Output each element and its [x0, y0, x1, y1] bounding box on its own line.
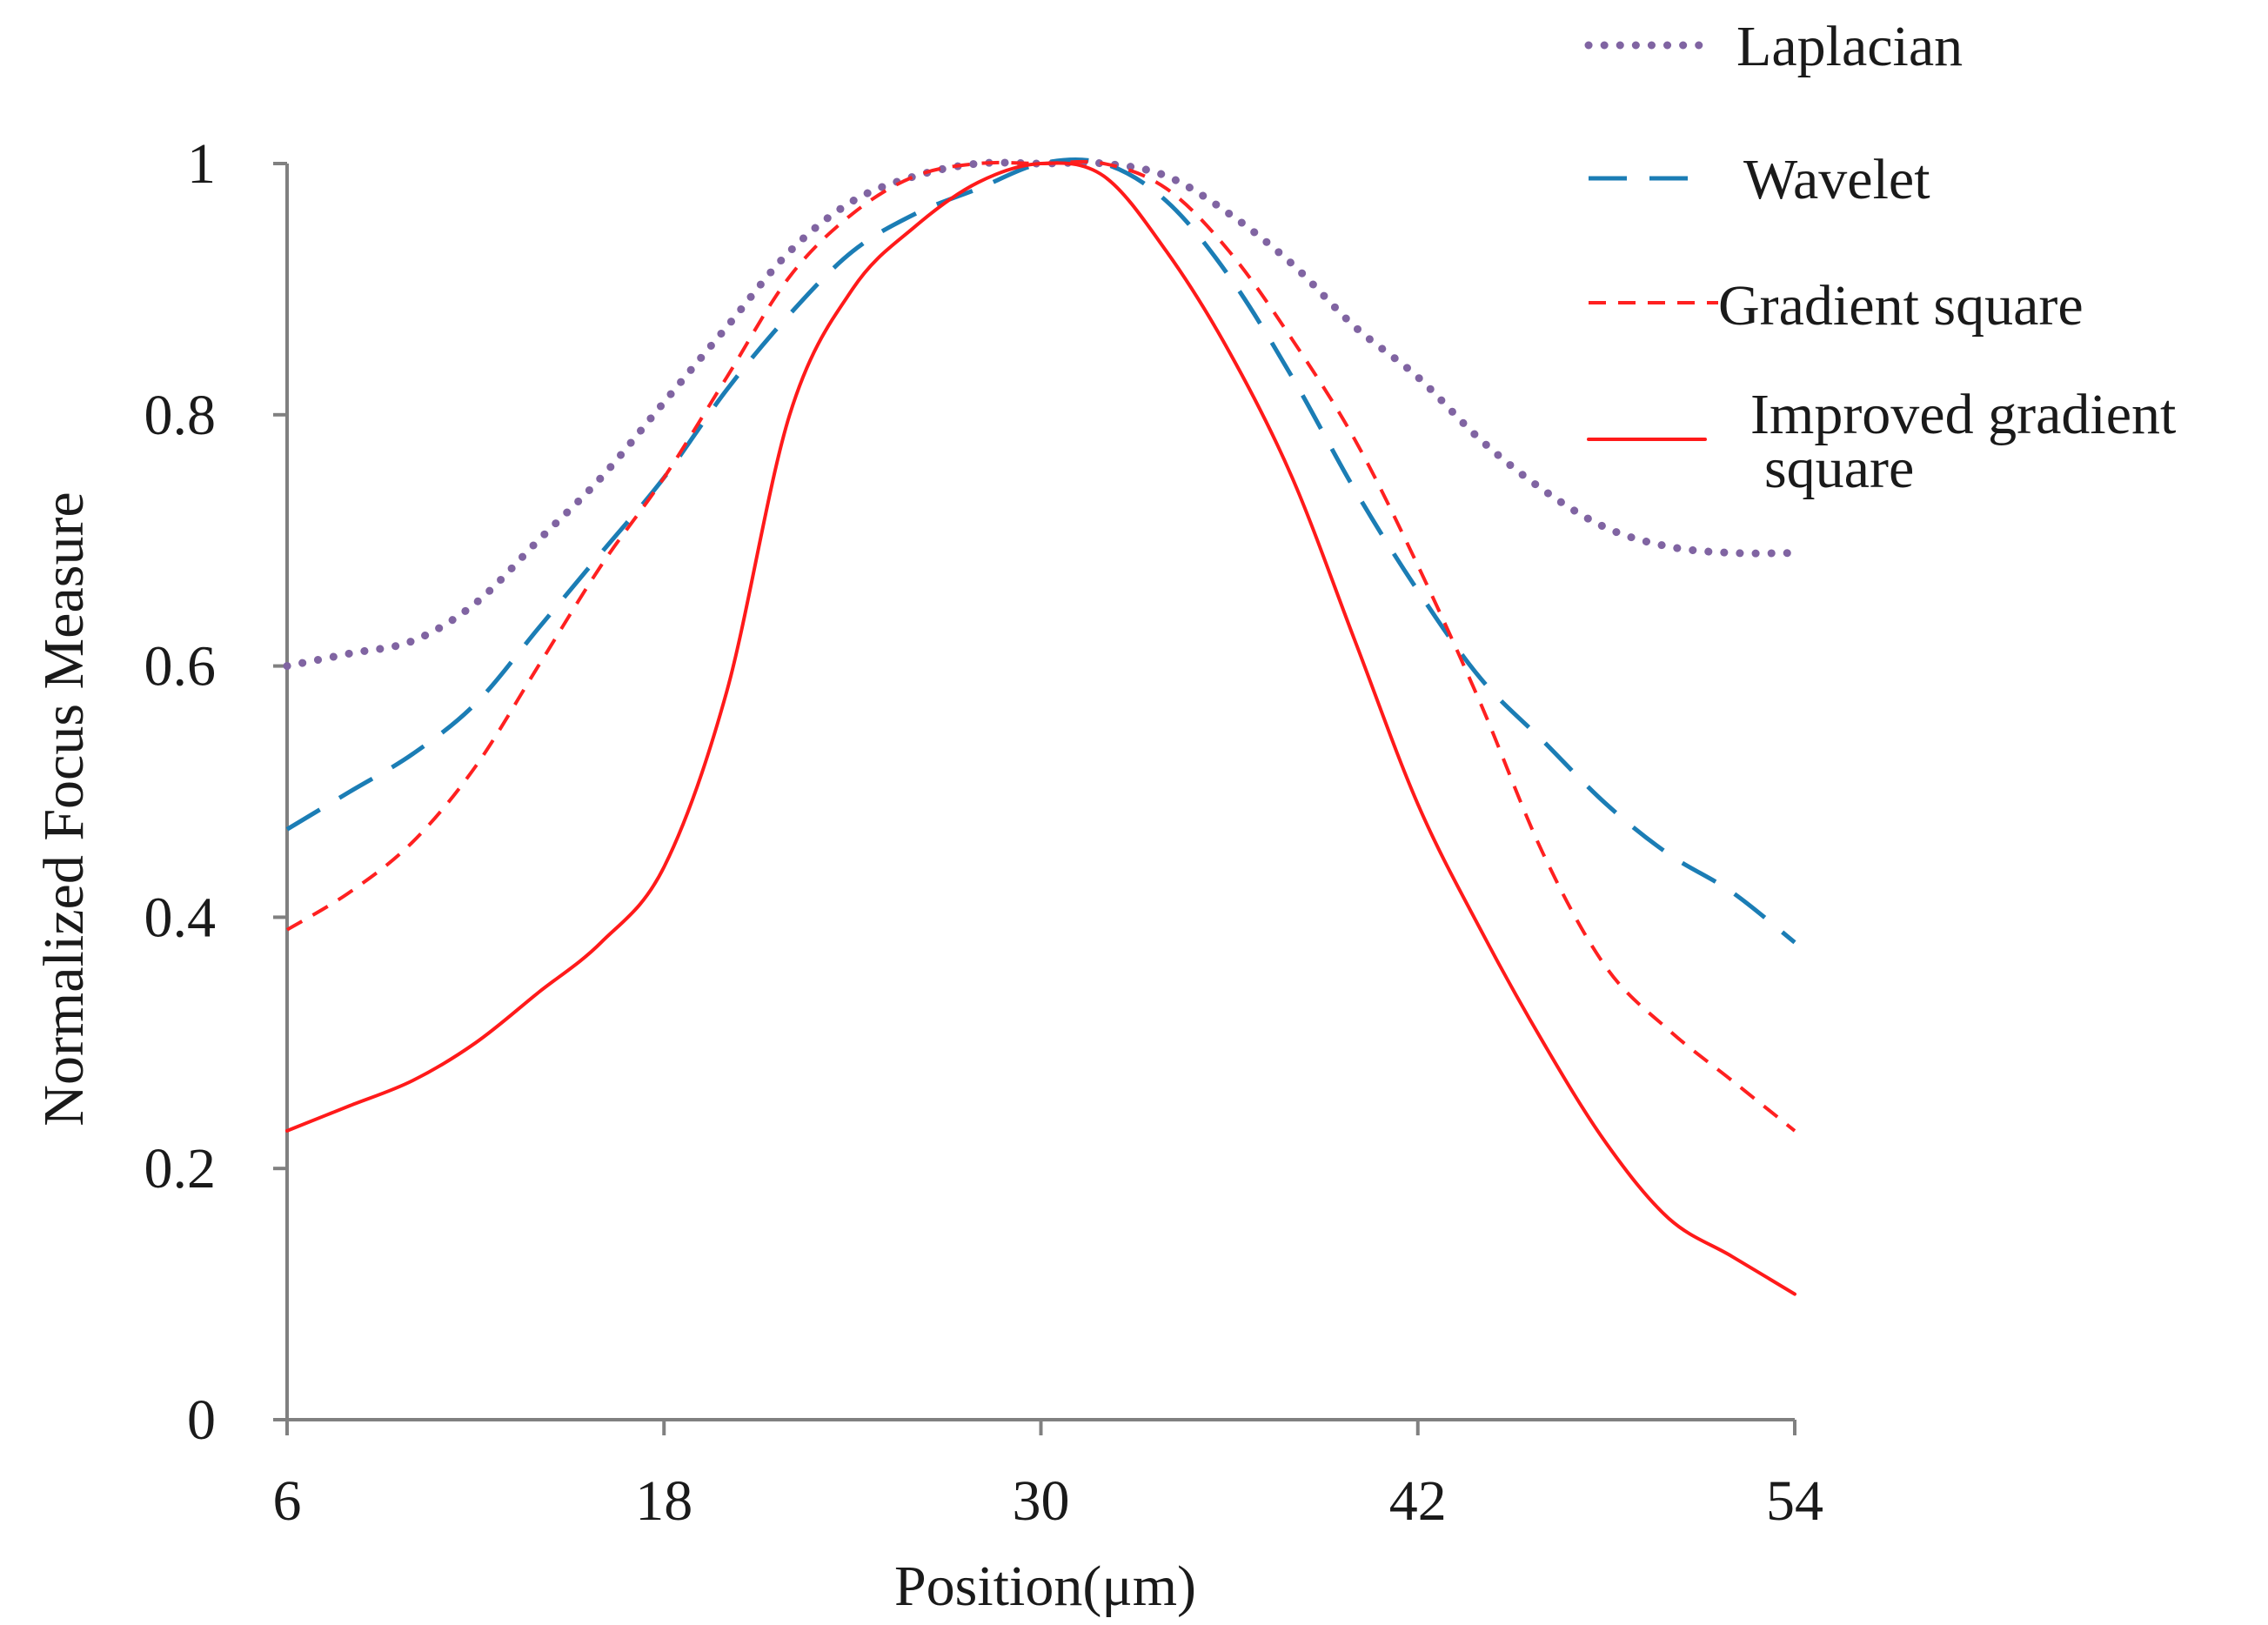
axes: [285, 164, 1795, 1421]
series-line-wavelet: [285, 157, 1796, 945]
series-line-improved-gradient-square: [285, 161, 1796, 1296]
x-tick-label: 30: [1013, 1469, 1070, 1533]
series-line-laplacian: [283, 158, 1799, 671]
y-tick-label: 0.8: [144, 384, 217, 447]
y-axis-ticks: 0 0.2 0.4 0.6 0.8 1: [144, 132, 287, 1452]
series-layer: [283, 157, 1799, 1296]
x-tick-label: 54: [1766, 1469, 1823, 1533]
y-tick-label: 0: [187, 1388, 216, 1452]
x-tick-label: 42: [1389, 1469, 1447, 1533]
y-tick-label: 0.6: [144, 635, 217, 699]
x-tick-label: 18: [635, 1469, 692, 1533]
y-axis-title: Normalized Focus Measure: [32, 492, 96, 1126]
legend: Laplacian Wavelet Gradient square Improv…: [1584, 15, 2176, 500]
y-tick-label: 1: [187, 132, 216, 196]
legend-label-improved-gradient-line1: Improved gradient: [1750, 383, 2176, 446]
x-axis-ticks: 6 18 30 42 54: [273, 1420, 1823, 1533]
series-line-gradient-square: [285, 159, 1796, 1133]
x-axis-title: Position(μm): [894, 1555, 1196, 1618]
legend-label-wavelet: Wavelet: [1743, 148, 1930, 211]
legend-entry-wavelet: Wavelet: [1589, 148, 1930, 211]
legend-entry-laplacian: Laplacian: [1584, 15, 1963, 78]
legend-entry-gradient-square: Gradient square: [1589, 274, 2084, 338]
legend-label-laplacian: Laplacian: [1736, 15, 1963, 78]
legend-label-improved-gradient-line2: square: [1764, 437, 1914, 500]
x-tick-label: 6: [273, 1469, 302, 1533]
legend-entry-improved-gradient-square: Improved gradient square: [1587, 383, 2176, 500]
y-tick-label: 0.4: [144, 886, 217, 949]
legend-label-gradient-square: Gradient square: [1718, 274, 2084, 338]
y-tick-label: 0.2: [144, 1137, 217, 1200]
